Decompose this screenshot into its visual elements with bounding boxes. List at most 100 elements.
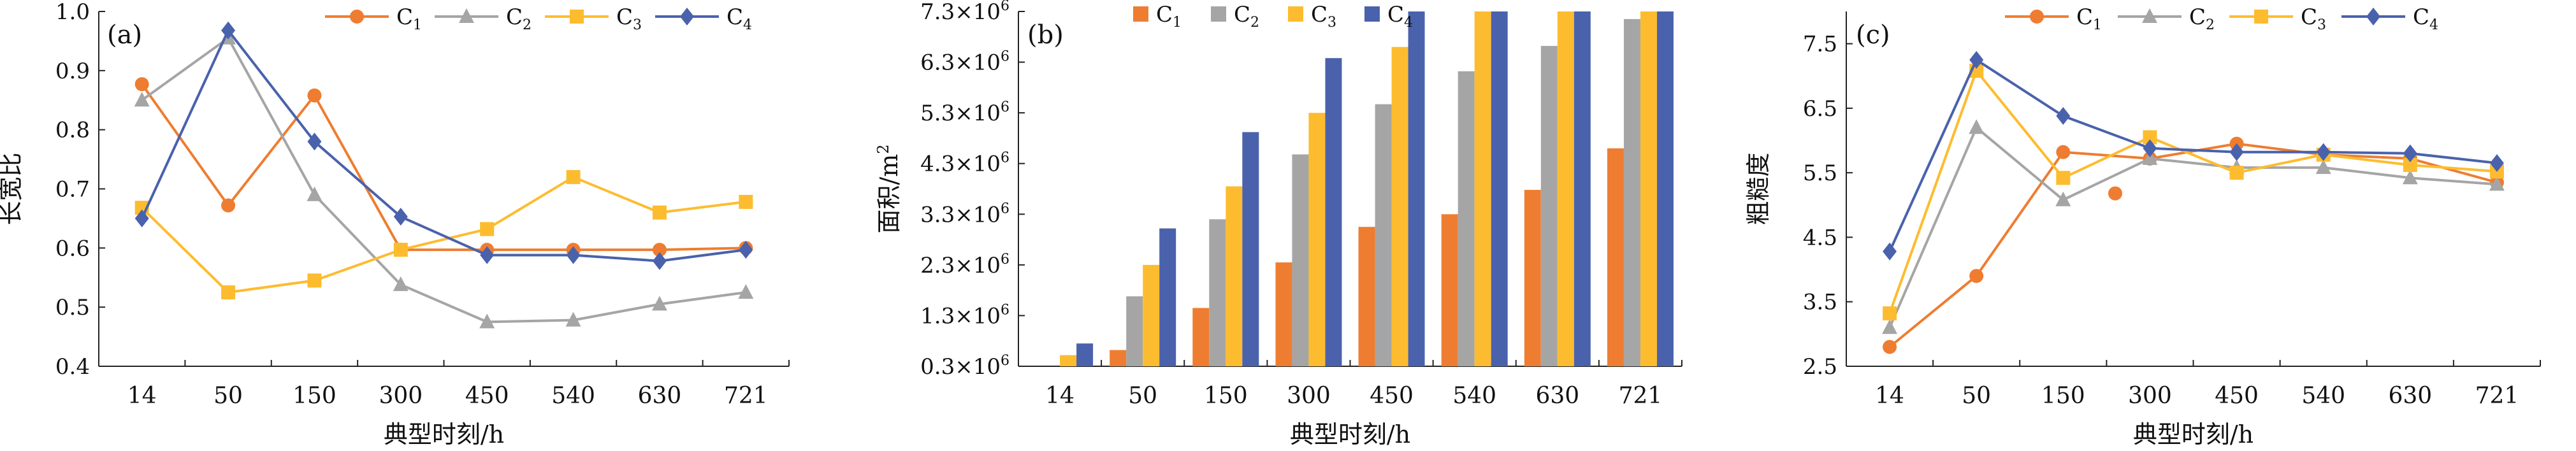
bar-C1-721 <box>1607 148 1624 367</box>
bar-C1-50 <box>1110 350 1127 366</box>
legend-label-C2: C2 <box>2189 4 2215 33</box>
series-line-C3 <box>1888 68 2498 314</box>
legend-subscript: 3 <box>633 17 642 33</box>
y-tick-exponent: 6 <box>1001 49 1009 65</box>
x-tick-label: 300 <box>379 383 423 409</box>
point-C2-721 <box>738 283 754 299</box>
point-C4-450 <box>480 246 495 264</box>
y-tick-exponent: 6 <box>1001 252 1009 268</box>
y-tick-exponent: 6 <box>1001 150 1009 166</box>
point-C4-300 <box>393 208 408 226</box>
series-line-C1 <box>1888 142 2498 348</box>
y-axis-title: 粗糙度 <box>1744 152 1772 225</box>
panel-label: (b) <box>1027 20 1064 50</box>
legend-subscript: 4 <box>2429 17 2438 33</box>
y-tick-exponent: 6 <box>1001 201 1009 217</box>
legend-marker-C1 <box>2030 10 2044 24</box>
legend-label-C3: C3 <box>616 4 642 33</box>
bar-C4-450 <box>1408 11 1425 366</box>
point-C4-630 <box>2403 144 2417 162</box>
point-C2-540 <box>565 311 581 327</box>
bar-C1-630 <box>1524 190 1541 366</box>
point-C3-150 <box>307 273 322 288</box>
legend-label-C2: C2 <box>1234 2 1259 31</box>
x-tick-label: 50 <box>1128 383 1157 409</box>
legend-subscript: 4 <box>1404 15 1413 31</box>
legend-label-C3: C3 <box>1311 2 1336 31</box>
x-tick-label: 50 <box>1962 383 1991 409</box>
legend-subscript: 1 <box>1173 15 1182 31</box>
y-tick-label: 0.6 <box>55 236 90 261</box>
x-tick-label: 150 <box>1204 383 1248 409</box>
bar-C2-630 <box>1540 46 1558 366</box>
bar-C4-14 <box>1076 343 1094 366</box>
legend-label-C4: C4 <box>727 4 752 33</box>
y-tick-label: 0.8 <box>55 118 90 143</box>
y-tick-exponent: 6 <box>1001 99 1009 115</box>
legend-label-C4: C4 <box>2413 4 2438 33</box>
legend-subscript: 2 <box>1250 15 1259 31</box>
legend-swatch-C2 <box>1211 6 1226 22</box>
legend-label-C2: C2 <box>506 4 532 33</box>
legend-marker-C4 <box>2366 8 2380 25</box>
bar-C2-150 <box>1209 219 1226 366</box>
point-C4-721 <box>2489 154 2504 172</box>
y-tick-exponent: 6 <box>1001 302 1009 318</box>
y-tick-label: 0.3×106 <box>920 353 1009 380</box>
y-tick-label: 0.5 <box>55 295 90 320</box>
y-tick-label: 7.3×106 <box>920 0 1009 25</box>
x-tick-label: 540 <box>1452 383 1496 409</box>
x-tick-label: 721 <box>1619 383 1663 409</box>
point-C1-extra <box>2108 186 2122 201</box>
bar-C4-150 <box>1242 132 1259 366</box>
point-C2-450 <box>479 313 495 329</box>
bar-C3-540 <box>1474 11 1491 366</box>
x-axis-title: 典型时刻/h <box>384 420 504 448</box>
x-tick-label: 450 <box>1370 383 1414 409</box>
y-tick-label: 2.3×106 <box>920 252 1009 278</box>
point-C1-50 <box>221 198 236 213</box>
bar-C2-450 <box>1375 104 1392 366</box>
legend-subscript: 3 <box>1328 15 1336 31</box>
x-tick-label: 450 <box>465 383 509 409</box>
legend-marker-C2 <box>459 8 474 23</box>
x-tick-label: 14 <box>127 383 157 409</box>
legend-label-C1: C1 <box>396 4 422 33</box>
series-line-C4 <box>1888 58 2498 252</box>
y-tick-label: 0.7 <box>55 177 90 203</box>
point-C2-14 <box>1882 319 1898 334</box>
x-tick-label: 300 <box>1287 383 1331 409</box>
point-C3-50 <box>221 285 236 299</box>
point-C4-150 <box>307 132 322 151</box>
point-C1-14 <box>1883 340 1897 354</box>
bar-C2-540 <box>1458 71 1475 366</box>
bar-C3-630 <box>1557 11 1574 366</box>
legend-label-C1: C1 <box>1156 2 1182 31</box>
series-line-C2 <box>1888 125 2498 329</box>
panel-label: (c) <box>1856 20 1890 50</box>
legend-subscript: 1 <box>413 17 422 33</box>
point-C2-630 <box>651 296 667 311</box>
legend-subscript: 3 <box>2317 17 2326 33</box>
legend-marker-C2 <box>2142 8 2157 23</box>
y-tick-label: 0.4 <box>55 354 90 380</box>
legend-label-C1: C1 <box>2076 4 2102 33</box>
point-C2-721 <box>2489 176 2505 191</box>
x-axis-title: 典型时刻/h <box>1290 420 1410 448</box>
point-C3-150 <box>2056 171 2071 185</box>
y-tick-label: 1.0 <box>55 0 90 25</box>
y-tick-label: 6.5 <box>1803 96 1837 122</box>
y-axis-title: 面积/m2 <box>874 144 903 233</box>
legend-subscript: 4 <box>743 17 752 33</box>
legend-marker-C3 <box>570 10 584 24</box>
y-tick-label: 2.5 <box>1803 354 1837 380</box>
legend-marker-C3 <box>2254 10 2268 24</box>
legend-swatch-C3 <box>1288 6 1303 22</box>
bar-C3-14 <box>1060 355 1077 366</box>
y-tick-label: 3.3×106 <box>920 201 1009 227</box>
x-tick-label: 721 <box>2475 383 2519 409</box>
point-C1-630 <box>652 243 667 257</box>
point-C3-630 <box>652 205 667 220</box>
